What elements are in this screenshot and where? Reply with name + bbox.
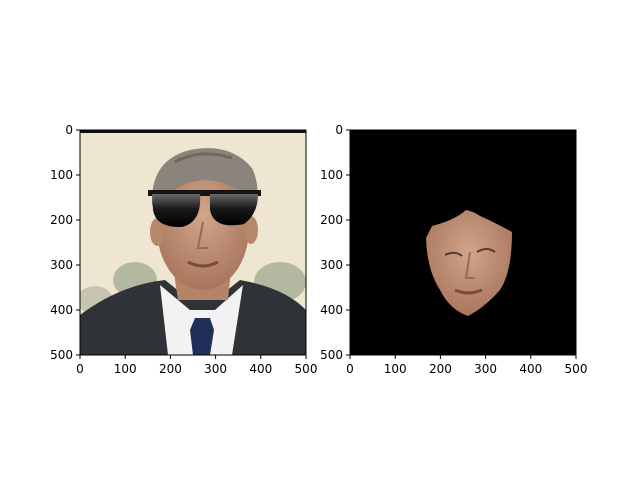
right-x-tick-label: 100: [384, 362, 407, 376]
right-x-tick-label: 300: [474, 362, 497, 376]
tie-shape: [190, 318, 214, 355]
right-y-tick-label: 0: [335, 123, 343, 137]
left-x-tick-label: 0: [76, 362, 84, 376]
right-y-tick-label: 100: [320, 168, 343, 182]
right-x-tick-label: 500: [565, 362, 588, 376]
right-x-tick-label: 400: [519, 362, 542, 376]
left-x-tick-label: 200: [159, 362, 182, 376]
left-y-tick-label: 300: [50, 258, 73, 272]
right-image: [350, 130, 576, 355]
right-y-tick-label: 400: [320, 303, 343, 317]
left-y-tick-label: 400: [50, 303, 73, 317]
left-x-tick-label: 400: [249, 362, 272, 376]
right-y-tick-label: 300: [320, 258, 343, 272]
left-x-tick-label: 300: [204, 362, 227, 376]
left-x-tick-label: 100: [114, 362, 137, 376]
right-y-tick-label: 200: [320, 213, 343, 227]
left-y-tick-label: 0: [65, 123, 73, 137]
left-y-tick-label: 200: [50, 213, 73, 227]
right-x-tick-label: 200: [429, 362, 452, 376]
left-y-tick-label: 100: [50, 168, 73, 182]
left-x-tick-label: 500: [295, 362, 318, 376]
right-y-tick-label: 500: [320, 348, 343, 362]
left-image: [77, 130, 306, 355]
right-x-tick-label: 0: [346, 362, 354, 376]
left-y-tick-label: 500: [50, 348, 73, 362]
